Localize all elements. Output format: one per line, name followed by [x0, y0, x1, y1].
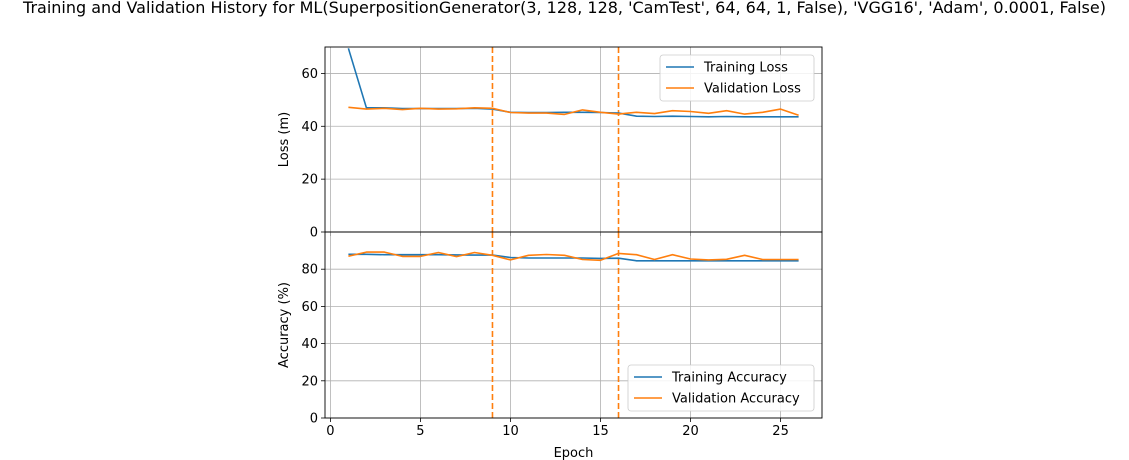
x-tick-label: 15 [592, 424, 609, 439]
y-tick-label: 80 [301, 263, 318, 278]
x-tick-label: 10 [502, 424, 519, 439]
legend-label: Validation Loss [704, 82, 801, 97]
legend: Training Loss Validation Loss [659, 54, 815, 102]
legend-label: Training Accuracy [671, 371, 787, 386]
x-tick-label: 20 [682, 424, 699, 439]
legend-box [627, 364, 815, 412]
y-tick-label: 40 [301, 120, 318, 135]
x-axis-label: Epoch [554, 446, 594, 460]
y-tick-label: 0 [310, 226, 318, 241]
y-tick-label: 60 [301, 67, 318, 82]
y-tick-label: 20 [301, 374, 318, 389]
x-tick-label: 5 [416, 424, 424, 439]
legend: Training Accuracy Validation Accuracy [627, 364, 815, 412]
y-axis-label: Loss (m) [277, 112, 292, 167]
x-tick-label: 25 [772, 424, 789, 439]
y-tick-label: 60 [301, 300, 318, 315]
loss-panel: 0 20 40 60 Loss (m) Training Loss Validation L… [277, 46, 823, 241]
legend-label: Training Loss [703, 61, 788, 76]
y-tick-label: 20 [301, 173, 318, 188]
y-tick-label: 40 [301, 337, 318, 352]
axes-frame [324, 231, 823, 419]
series-line-validation-loss [348, 106, 799, 116]
x-tick-label: 0 [326, 424, 334, 439]
figure-title: Training and Validation History for ML(S… [22, 0, 1106, 17]
legend-box [659, 54, 815, 102]
series-line-validation-accuracy [348, 251, 799, 262]
y-axis-label: Accuracy (%) [277, 282, 292, 368]
accuracy-panel: 0 5 10 15 20 25 0 20 40 60 80 Accuracy (%) Epoch Trai… [277, 231, 823, 460]
y-tick-label: 0 [310, 412, 318, 427]
legend-label: Validation Accuracy [672, 392, 800, 407]
